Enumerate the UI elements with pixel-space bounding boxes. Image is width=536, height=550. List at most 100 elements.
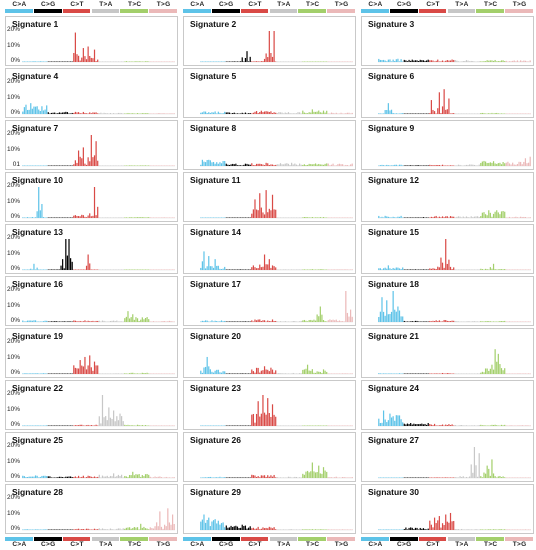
bar-ctog	[427, 373, 429, 374]
bar-ctoa	[387, 373, 389, 374]
bar-ttoa	[121, 321, 123, 322]
bar-ttoc	[496, 61, 498, 62]
bar-ctot	[451, 269, 453, 270]
bar-ctog	[55, 321, 57, 322]
bar-ttog	[338, 425, 341, 426]
bar-ttoa	[106, 217, 108, 218]
bar-ctoa	[389, 413, 391, 426]
bar-ctog	[246, 528, 248, 530]
bar-ctot	[87, 475, 89, 478]
bar-ctot	[89, 213, 91, 218]
bar-ttoa	[456, 216, 458, 218]
bar-ttog	[337, 269, 339, 270]
bar-ttoa	[464, 477, 466, 478]
bar-ttoc	[308, 61, 310, 62]
bar-ttog	[330, 217, 333, 218]
bar-ttoa	[475, 269, 477, 270]
bar-ttoa	[469, 113, 471, 114]
bar-ttoc	[504, 113, 506, 114]
bar-ttoc	[504, 211, 506, 218]
bar-ctot	[82, 529, 84, 530]
top-band-label: C>G	[219, 1, 234, 8]
bar-ctog	[418, 424, 420, 426]
bar-ctoa	[390, 165, 393, 166]
bar-ctog	[236, 477, 239, 478]
bar-ttog	[156, 425, 158, 426]
bar-ttog	[162, 425, 164, 426]
bar-ttoa	[121, 529, 123, 530]
bar-ctog	[403, 59, 405, 62]
bar-ctog	[63, 112, 65, 114]
bar-ctog	[236, 321, 239, 322]
bar-ttoa	[98, 269, 100, 270]
bar-ttoa	[122, 477, 124, 478]
bottom-band-label: C>G	[397, 541, 412, 548]
bar-ttoc	[496, 112, 498, 114]
bar-ttog	[346, 269, 349, 270]
bar-ctoa	[222, 217, 224, 218]
bar-ttoa	[300, 529, 302, 530]
bar-ttog	[510, 321, 512, 322]
bar-ctog	[246, 425, 248, 426]
signature-bars	[378, 89, 531, 115]
bar-ttoa	[457, 61, 460, 62]
bar-ctot	[262, 112, 264, 114]
bar-ttoc	[313, 425, 315, 426]
bar-ctot	[453, 425, 455, 426]
bar-ttog	[348, 425, 350, 426]
bar-ctot	[79, 529, 81, 530]
bar-ttoc	[497, 269, 499, 270]
bar-ctoa	[222, 268, 224, 270]
bar-ctoa	[379, 529, 381, 530]
y-tick-label: 10%	[6, 249, 20, 257]
bar-ttoa	[287, 112, 290, 114]
bar-ttog	[345, 269, 347, 270]
signature-panel: Signature 10 20% 10% 0%	[5, 172, 178, 222]
bar-ctoa	[224, 320, 226, 322]
bottom-band-label: T>G	[512, 541, 527, 548]
bar-ttog	[348, 217, 350, 218]
bottom-band-1-2	[240, 537, 269, 541]
bar-ttoa	[122, 321, 124, 322]
bar-ttoa	[472, 61, 474, 62]
bar-ctog	[248, 269, 250, 270]
bar-ctot	[93, 321, 96, 322]
bar-ttoc	[144, 318, 147, 322]
bar-ttog	[346, 61, 349, 62]
bar-ctoa	[46, 425, 48, 426]
bar-ttog	[351, 425, 353, 426]
bar-ctog	[49, 269, 51, 270]
bar-ctot	[438, 477, 440, 478]
bar-ctoa	[384, 419, 386, 426]
bar-ctoa	[389, 529, 391, 530]
y-tick-label: 20%	[6, 390, 20, 397]
bar-ttoc	[502, 370, 504, 374]
bar-ttog	[342, 529, 344, 530]
bar-ctog	[49, 61, 51, 62]
bar-ttoa	[286, 425, 288, 426]
bar-ttoc	[132, 372, 134, 374]
bar-ctoa	[208, 159, 210, 166]
bar-ttog	[521, 425, 523, 426]
bar-ctot	[252, 321, 254, 322]
bar-ttoa	[464, 529, 466, 530]
bar-ctot	[437, 108, 439, 114]
bar-ttoc	[499, 425, 501, 426]
bar-ttog	[334, 217, 336, 218]
bar-ctoa	[203, 367, 205, 374]
bar-ttoa	[295, 61, 298, 62]
bar-ttoa	[119, 528, 121, 530]
bar-ctoa	[224, 527, 226, 530]
bar-ttoc	[491, 459, 493, 478]
bar-ctog	[422, 165, 425, 166]
top-band-2-0	[361, 9, 389, 13]
bar-ctog	[52, 373, 54, 374]
bar-ttog	[330, 320, 333, 322]
bar-ttog	[345, 477, 347, 478]
bar-ttoc	[497, 61, 499, 62]
bar-ttog	[156, 217, 158, 218]
bar-ttoa	[467, 425, 469, 426]
bar-ttoc	[481, 112, 483, 114]
bar-ctoa	[33, 476, 35, 478]
bar-ttog	[340, 373, 342, 374]
